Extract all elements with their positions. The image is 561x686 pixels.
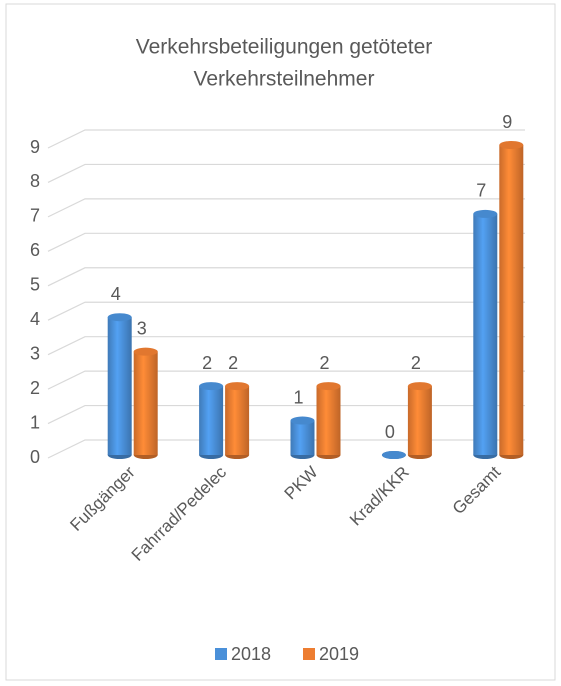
bar-body [107, 317, 132, 455]
legend-swatch [215, 648, 227, 660]
y-tick-label: 6 [30, 240, 40, 260]
bar-top [499, 141, 524, 149]
bar-body [473, 213, 498, 455]
y-tick-label: 5 [30, 275, 40, 295]
chart-title-line-2: Verkehrsteilnehmer [194, 68, 375, 91]
data-label: 7 [476, 181, 486, 201]
data-label: 2 [202, 353, 212, 373]
chart-title-line-1: Verkehrsbeteiligungen getöteter [136, 36, 433, 59]
y-tick-label: 9 [30, 137, 40, 157]
data-label: 4 [111, 284, 121, 304]
data-label: 2 [411, 353, 421, 373]
bar [290, 416, 315, 459]
grid-line [47, 301, 525, 321]
data-label: 2 [319, 353, 329, 373]
data-label: 3 [137, 318, 147, 338]
y-tick-label: 4 [30, 309, 40, 329]
bar-body [199, 386, 224, 455]
bar-body [133, 351, 158, 455]
bar-body [499, 145, 524, 455]
bar [316, 382, 341, 459]
bar-top [107, 313, 132, 322]
y-tick-label: 0 [30, 447, 40, 467]
bar-body [290, 420, 315, 455]
bar-top [407, 382, 432, 391]
grid-line [47, 370, 525, 390]
bar [381, 451, 406, 459]
bar-top [316, 382, 341, 391]
y-tick-label: 7 [30, 206, 40, 226]
bar-body [225, 386, 250, 455]
grid-line [47, 232, 525, 252]
y-tick-label: 2 [30, 378, 40, 398]
bar-top [473, 209, 498, 218]
bar-body [407, 386, 432, 455]
bar-body [316, 386, 341, 455]
legend-swatch [303, 648, 315, 660]
bar [133, 347, 158, 459]
bar-top [225, 382, 250, 391]
legend-label: 2018 [231, 644, 271, 664]
bar [199, 382, 224, 459]
data-label: 9 [502, 112, 512, 132]
bar [107, 313, 132, 459]
bar [473, 209, 498, 459]
y-tick-label: 8 [30, 171, 40, 191]
bar-top [199, 382, 224, 391]
grid-line [47, 404, 525, 425]
data-label: 0 [385, 422, 395, 442]
grid-line [47, 439, 525, 459]
bar-top [133, 347, 158, 356]
grid-line [47, 129, 525, 149]
bar-top [290, 416, 315, 425]
y-tick-label: 1 [30, 412, 40, 432]
grid-line [47, 336, 525, 356]
bar [407, 382, 432, 459]
grid-line [47, 163, 525, 183]
legend-label: 2019 [319, 644, 359, 664]
grid-line [47, 198, 525, 218]
chart-border [5, 3, 556, 681]
data-label: 2 [228, 353, 238, 373]
y-tick-label: 3 [30, 343, 40, 363]
grid-line [47, 267, 525, 287]
data-label: 1 [293, 387, 303, 407]
bar [499, 141, 524, 459]
bar-top [381, 451, 406, 459]
bar [225, 382, 250, 459]
